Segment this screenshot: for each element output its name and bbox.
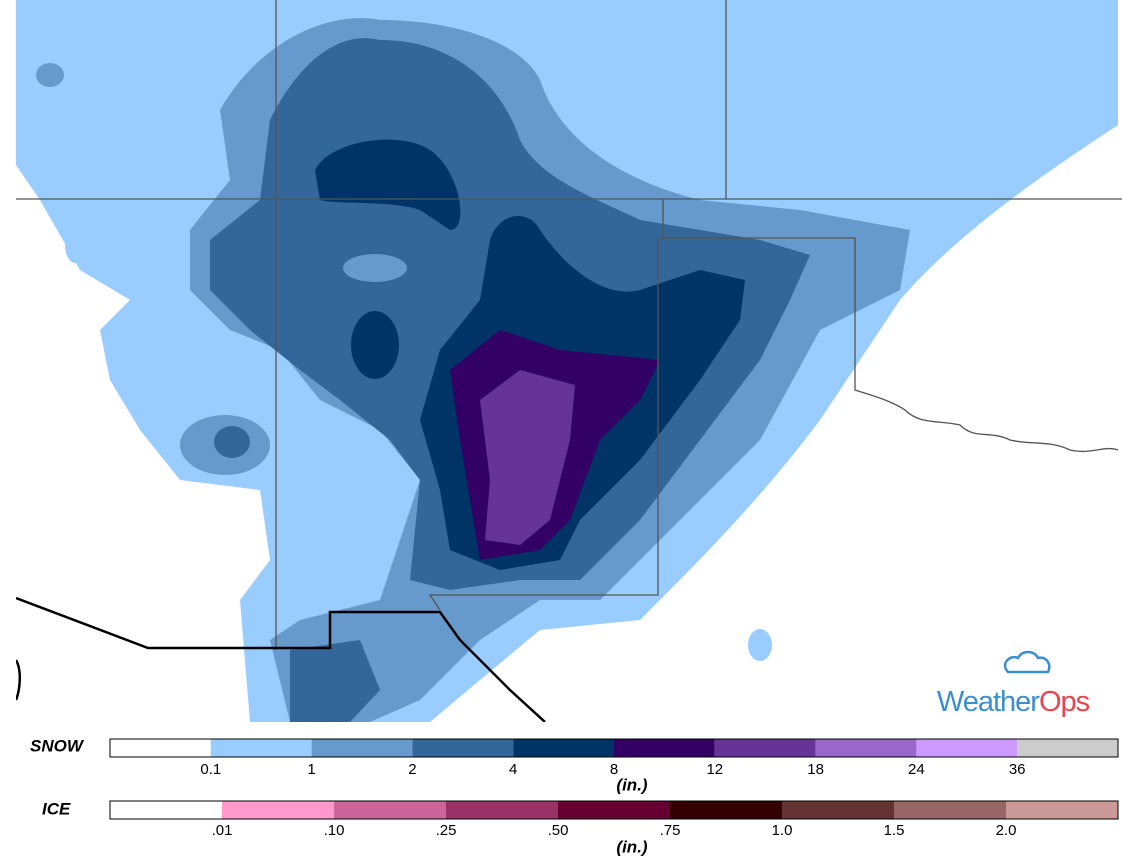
snow-area-navy	[315, 139, 461, 230]
snow-swatch	[714, 739, 816, 757]
ice-tick-label: .25	[436, 822, 457, 839]
snow-swatch	[614, 739, 715, 757]
snow-tick-label: 18	[807, 761, 824, 778]
ice-swatch	[670, 801, 782, 819]
snow-blob	[65, 227, 85, 263]
snow-swatch	[815, 739, 917, 757]
ice-swatch	[894, 801, 1006, 819]
ice-swatch	[222, 801, 334, 819]
snow-frame	[109, 738, 1119, 758]
ice-swatch	[110, 801, 222, 819]
snow-tick-label: 2	[408, 761, 416, 778]
snow-area-violet	[480, 370, 575, 545]
state-border	[16, 0, 1122, 650]
snow-swatch	[412, 739, 514, 757]
ice-frame	[109, 800, 1119, 820]
ice-tick-label: .01	[212, 822, 233, 839]
ice-swatch	[558, 801, 670, 819]
map	[16, 0, 1122, 722]
logo-cloud	[1003, 650, 1051, 674]
snow-unit: (in.)	[616, 775, 647, 794]
snow-tick-label: 1	[307, 761, 315, 778]
snow-swatch	[513, 739, 614, 757]
logo-text: WeatherOps	[937, 686, 1090, 718]
snow-swatch	[311, 739, 413, 757]
snow-tick-label: 4	[509, 761, 517, 778]
snow-swatch	[210, 739, 312, 757]
legend-scales: 0.1 1 2 4 8 12 18 24 36.01.10.25.50.75 1.0 1.5 2.0	[109, 738, 1119, 839]
logo: WeatherOps	[937, 650, 1091, 718]
ice-label: ICE	[42, 799, 71, 818]
ice-tick-label: .75	[660, 822, 681, 839]
snow-swatch	[1017, 739, 1118, 757]
snow-tick-label: 8	[610, 761, 618, 778]
country-border	[16, 596, 546, 722]
snow-tick-label: 0.1	[200, 761, 221, 778]
ice-tick-label: 2.0	[996, 822, 1017, 839]
snow-blob	[36, 63, 64, 87]
snow-swatch	[110, 739, 211, 757]
ice-tick-label: .50	[548, 822, 569, 839]
snow-tick-label: 36	[1009, 761, 1026, 778]
snow-blob	[290, 640, 380, 722]
ice-tick-label: .10	[324, 822, 345, 839]
snow-hole	[343, 254, 407, 282]
snow-blob	[214, 426, 250, 458]
ice-unit: (in.)	[616, 837, 647, 856]
snow-tick-label: 24	[908, 761, 925, 778]
ice-swatch	[446, 801, 558, 819]
logo-ops: Ops	[1039, 686, 1090, 718]
ice-tick-label: 1.5	[884, 822, 905, 839]
snow-blob	[748, 629, 772, 661]
ice-swatch	[334, 801, 446, 819]
ice-tick-label: 1.0	[772, 822, 793, 839]
ice-swatch	[782, 801, 894, 819]
logo-weather: Weather	[937, 686, 1040, 718]
snow-blob	[351, 311, 399, 379]
snow-swatch	[916, 739, 1018, 757]
snow-label: SNOW	[30, 736, 85, 755]
ice-swatch	[1006, 801, 1118, 819]
snow-tick-label: 12	[706, 761, 723, 778]
